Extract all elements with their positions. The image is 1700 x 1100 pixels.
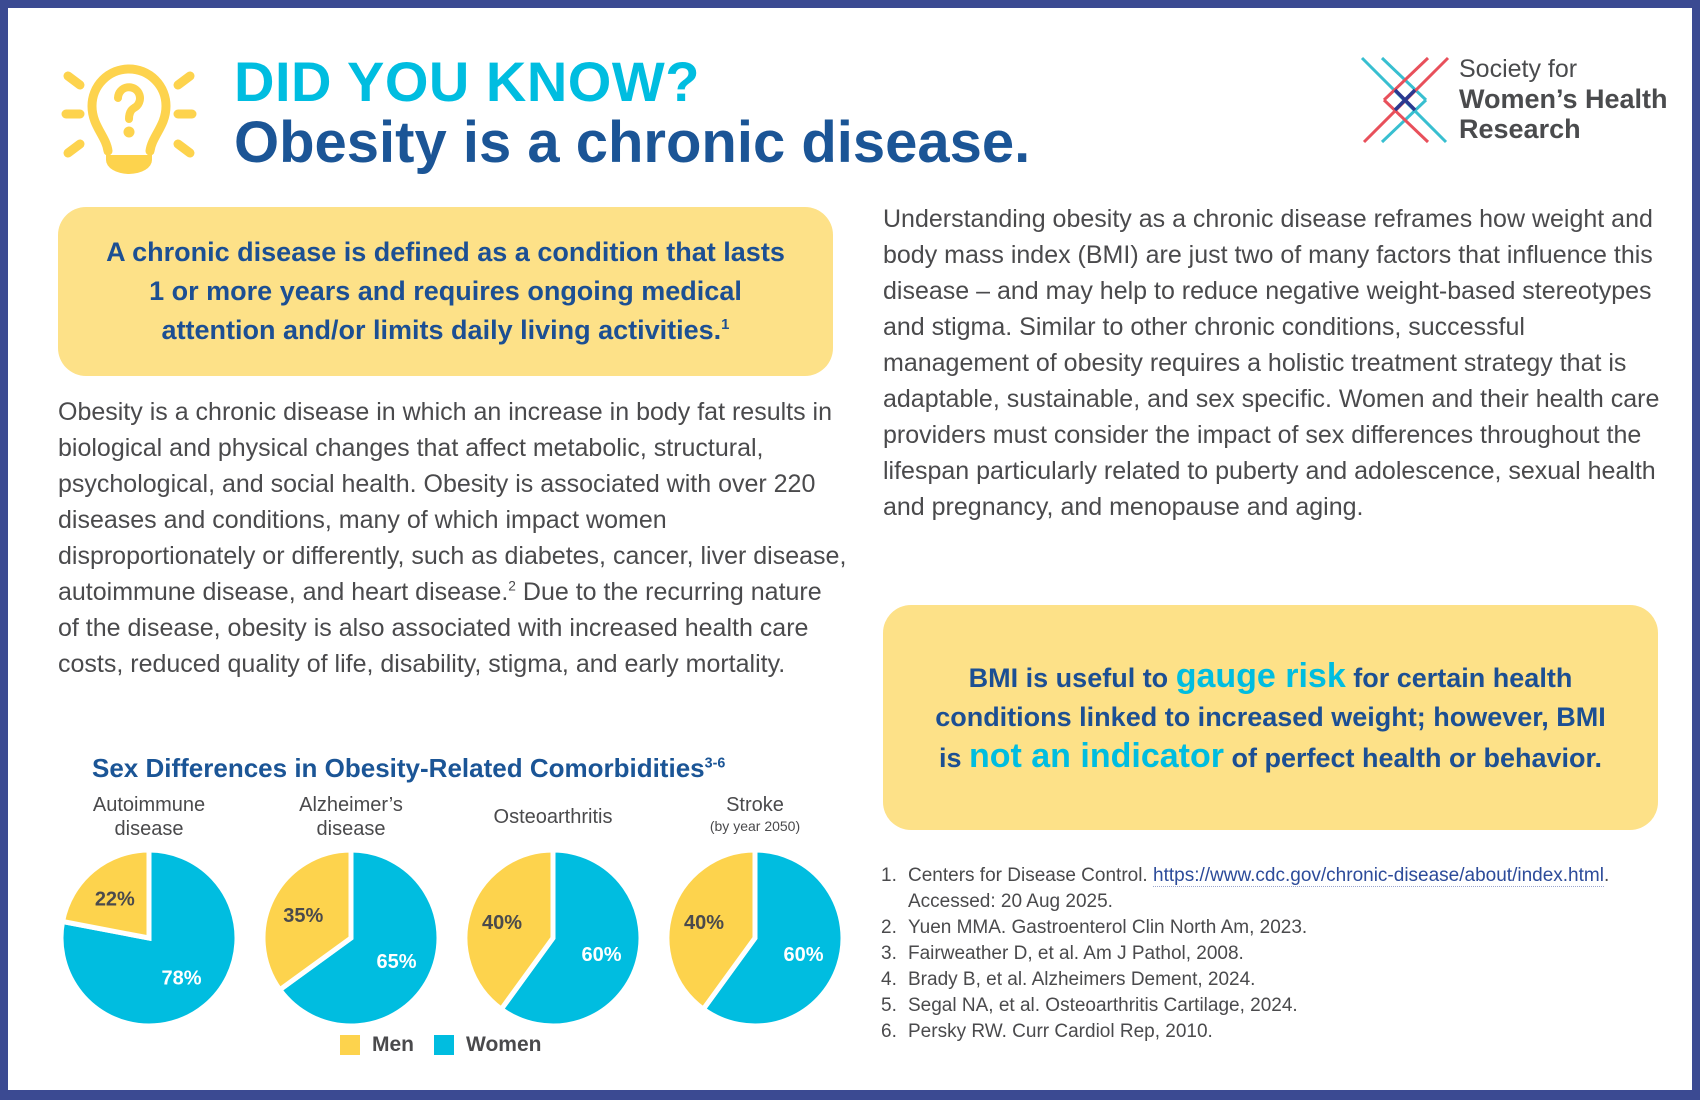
pie-label-women: 60% bbox=[582, 944, 622, 966]
pie-slice-men bbox=[260, 847, 354, 994]
swhr-logo-text: Society for Women’s Health Research bbox=[1459, 54, 1668, 144]
logo-line-2: Women’s Health bbox=[1459, 84, 1668, 114]
bmi-text-3: of perfect health or behavior. bbox=[1223, 743, 1603, 773]
reference-text: Segal NA, et al. Osteoarthritis Cartilag… bbox=[908, 995, 1298, 1016]
reference-number: 1. bbox=[881, 865, 897, 886]
pie-category-text: Stroke bbox=[726, 794, 784, 816]
legend-item-women: Women bbox=[434, 1033, 541, 1057]
reference-number: 6. bbox=[881, 1021, 897, 1042]
reference-link[interactable]: https://www.cdc.gov/chronic-disease/abou… bbox=[1153, 865, 1604, 887]
bmi-highlight-not-indicator: not an indicator bbox=[968, 737, 1224, 775]
bmi-callout: BMI is useful to gauge risk for certain … bbox=[883, 605, 1658, 830]
pie-charts: 22% 78% 35% 65% 40% 60% 40% 60% bbox=[58, 847, 846, 1029]
chart-title-ref: 3-6 bbox=[704, 755, 726, 772]
pie-1: 22% 78% bbox=[58, 847, 240, 1029]
pie-4: 40% 60% bbox=[664, 847, 846, 1029]
pie-category-label: Stroke (by year 2050) bbox=[655, 793, 855, 835]
chart-title-text: Sex Differences in Obesity-Related Comor… bbox=[92, 753, 705, 783]
pie-3: 40% 60% bbox=[462, 847, 644, 1029]
pie-category-text: disease bbox=[114, 818, 184, 840]
legend-swatch-men bbox=[340, 1035, 360, 1055]
pie-label-men: 22% bbox=[95, 889, 135, 911]
pie-category-text: disease bbox=[316, 818, 386, 840]
reference-item: 3. Fairweather D, et al. Am J Pathol, 200… bbox=[881, 941, 1671, 967]
bmi-text-1: BMI is useful to bbox=[968, 663, 1176, 693]
pie-label-men: 40% bbox=[482, 912, 522, 934]
reference-number: 2. bbox=[881, 917, 897, 938]
legend-label-men: Men bbox=[372, 1033, 414, 1056]
reference-list: 1. Centers for Disease Control. https://w… bbox=[881, 863, 1671, 1045]
legend-swatch-women bbox=[434, 1035, 454, 1055]
pie-slice-women bbox=[699, 847, 846, 1029]
definition-ref: 1 bbox=[721, 317, 730, 333]
pie-slice-men bbox=[664, 847, 758, 1013]
pie-slice-men bbox=[59, 847, 152, 942]
infographic-page: DID YOU KNOW? Obesity is a chronic disea… bbox=[8, 8, 1692, 1090]
reference-text: Centers for Disease Control. https://www… bbox=[908, 865, 1610, 912]
legend-label-women: Women bbox=[466, 1033, 542, 1056]
reference-item: 1. Centers for Disease Control. https://w… bbox=[881, 863, 1671, 915]
reference-item: 5. Segal NA, et al. Osteoarthritis Cartil… bbox=[881, 993, 1671, 1019]
pie-category-label: Autoimmune disease bbox=[49, 793, 249, 841]
references: 1. Centers for Disease Control. https://w… bbox=[881, 863, 1671, 1045]
right-paragraph: Understanding obesity as a chronic disea… bbox=[883, 205, 1660, 521]
definition-callout: A chronic disease is defined as a condit… bbox=[58, 207, 833, 376]
pie-slice-men bbox=[462, 847, 556, 1013]
pie-category-label: Osteoarthritis bbox=[453, 805, 653, 829]
chart-title: Sex Differences in Obesity-Related Comor… bbox=[92, 753, 725, 784]
pie-label-women: 78% bbox=[162, 967, 202, 989]
bmi-text: BMI is useful to gauge risk for certain … bbox=[883, 657, 1658, 778]
reference-item: 2. Yuen MMA. Gastroenterol Clin North Am,… bbox=[881, 915, 1671, 941]
left-paragraph-part2: Due to the recurring nature of the disea… bbox=[58, 578, 822, 678]
page-title: Obesity is a chronic disease. bbox=[234, 110, 1031, 175]
bmi-highlight-gauge-risk: gauge risk bbox=[1175, 657, 1346, 695]
left-paragraph-part1: Obesity is a chronic disease in which an… bbox=[58, 398, 847, 606]
reference-item: 6. Persky RW. Curr Cardiol Rep, 2010. bbox=[881, 1019, 1671, 1045]
pie-category-label: Alzheimer’s disease bbox=[251, 793, 451, 841]
pie-category-text: Autoimmune bbox=[92, 794, 206, 816]
logo-line-1: Society for bbox=[1459, 55, 1578, 83]
header-kicker: DID YOU KNOW? bbox=[234, 50, 700, 113]
bmi-text-2: for certain health conditions linked to … bbox=[935, 663, 1606, 773]
left-paragraph-ref: 2 bbox=[508, 578, 516, 594]
reference-text: Brady B, et al. Alzheimers Dement, 2024. bbox=[908, 969, 1256, 990]
pie-label-women: 65% bbox=[376, 951, 416, 973]
reference-number: 4. bbox=[881, 969, 897, 990]
logo-line-3: Research bbox=[1459, 114, 1581, 144]
chart-legend: Men Women bbox=[340, 1033, 561, 1057]
pie-2: 35% 65% bbox=[260, 847, 442, 1029]
pie-category-text: Alzheimer’s bbox=[299, 794, 403, 816]
pie-label-men: 35% bbox=[283, 905, 323, 927]
reference-number: 3. bbox=[881, 943, 897, 964]
reference-text: Persky RW. Curr Cardiol Rep, 2010. bbox=[908, 1021, 1213, 1042]
reference-text: Fairweather D, et al. Am J Pathol, 2008. bbox=[908, 943, 1244, 964]
swhr-logo-mark-icon bbox=[1360, 56, 1450, 144]
definition-text: A chronic disease is defined as a condit… bbox=[58, 233, 833, 350]
pie-category-text: Osteoarthritis bbox=[493, 806, 613, 828]
legend-item-men: Men bbox=[340, 1033, 414, 1057]
reference-number: 5. bbox=[881, 995, 897, 1016]
reference-item: 4. Brady B, et al. Alzheimers Dement, 202… bbox=[881, 967, 1671, 993]
pie-label-men: 40% bbox=[684, 912, 724, 934]
definition-body: A chronic disease is defined as a condit… bbox=[106, 237, 785, 345]
lightbulb-question-icon bbox=[61, 64, 197, 174]
left-paragraph: Obesity is a chronic disease in which an… bbox=[58, 394, 848, 682]
pie-category-sublabel: (by year 2050) bbox=[709, 818, 801, 834]
reference-text: Yuen MMA. Gastroenterol Clin North Am, 2… bbox=[908, 917, 1308, 938]
pie-slice-women bbox=[497, 847, 644, 1029]
pie-label-women: 60% bbox=[784, 944, 824, 966]
pie-slice-women bbox=[276, 847, 442, 1029]
